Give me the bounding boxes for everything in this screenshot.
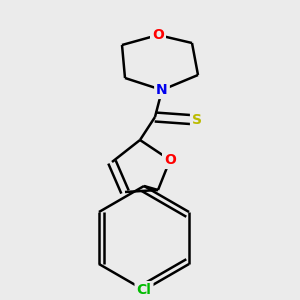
Text: O: O — [152, 28, 164, 42]
Text: S: S — [192, 113, 202, 127]
Text: O: O — [164, 153, 176, 167]
Text: N: N — [156, 83, 168, 97]
Text: Cl: Cl — [136, 283, 152, 297]
